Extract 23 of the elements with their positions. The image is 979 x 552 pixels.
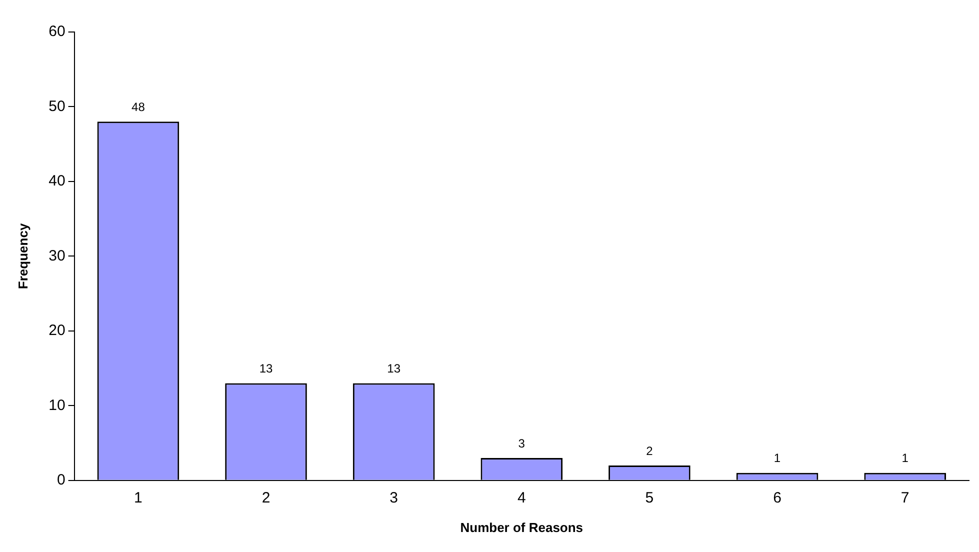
x-tick-label: 4 <box>517 490 526 507</box>
y-tick-label: 60 <box>48 23 66 40</box>
y-axis-title: Frequency <box>15 222 30 290</box>
y-tick-label: 50 <box>48 98 66 115</box>
y-tick-label: 30 <box>48 247 66 264</box>
data-label: 13 <box>259 362 274 376</box>
x-tick-label: 5 <box>645 490 654 507</box>
data-label: 2 <box>646 444 654 458</box>
x-tick-label: 1 <box>134 490 142 507</box>
data-label: 1 <box>774 451 781 466</box>
y-tick-label: 40 <box>48 172 66 190</box>
x-axis-title: Number of Reasons <box>460 520 584 535</box>
y-tick-label: 20 <box>48 322 66 340</box>
x-tick-label: 3 <box>390 490 398 507</box>
y-tick-label: 0 <box>56 472 66 489</box>
x-tick-label: 2 <box>262 490 270 507</box>
data-label: 3 <box>518 436 526 450</box>
x-tick-label: 6 <box>773 490 782 507</box>
y-tick-label: 10 <box>48 396 66 414</box>
data-label: 1 <box>902 451 909 466</box>
data-label: 48 <box>132 100 146 114</box>
x-tick-label: 7 <box>900 490 910 507</box>
data-label: 13 <box>387 362 401 376</box>
